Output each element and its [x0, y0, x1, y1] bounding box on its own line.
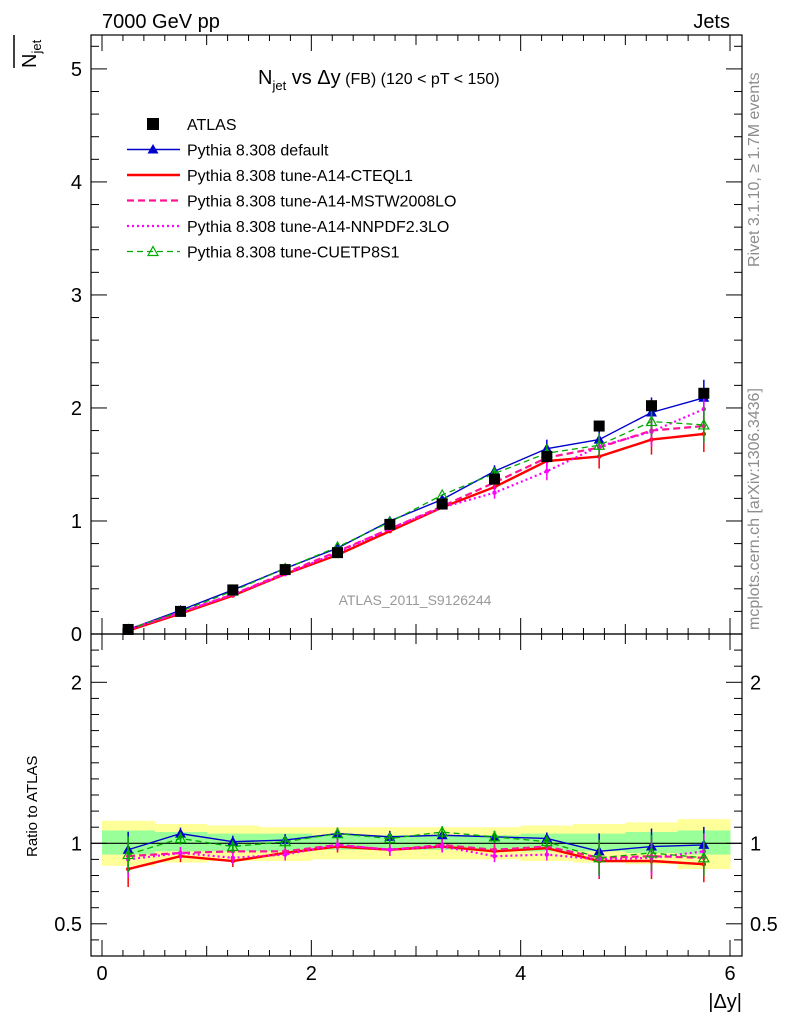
ratio-point-cuetp8s1 [540, 835, 553, 847]
legend-label: Pythia 8.308 tune-A14-CTEQL1 [187, 168, 413, 185]
data-point-atlas [227, 584, 239, 596]
x-tick-label: 6 [724, 963, 735, 985]
data-point-atlas [489, 473, 500, 485]
ratio-point-nnpdf [544, 852, 550, 857]
data-point-atlas [384, 518, 396, 530]
ratio-y-label: Ratio to ATLAS [24, 756, 41, 857]
ratio-point-nnpdf [492, 853, 497, 859]
ratio-y-tick-label-right: 0.5 [750, 914, 778, 936]
ratio-point-cuetp8s1 [122, 848, 135, 860]
ratio-point-nnpdf [387, 847, 393, 852]
main-y-label: Njet [19, 39, 44, 68]
data-point-atlas [332, 547, 343, 559]
ratio-point-cuetp8s1 [226, 840, 239, 852]
x-tick-label: 0 [96, 963, 107, 985]
ratio-panel: 0.5 0.5 1 1 2 2 0 2 4 6 [54, 633, 778, 985]
ratio-point-cuetp8s1 [331, 827, 344, 839]
data-point-atlas [175, 605, 186, 617]
y-tick-label: 3 [71, 285, 82, 307]
ratio-y-tick-label-right: 2 [750, 672, 761, 694]
legend-label: Pythia 8.308 tune-A14-NNPDF2.3LO [187, 219, 449, 236]
mcplots-label: mcplots.cern.ch [arXiv:1306.3436] [746, 388, 763, 630]
legend-label: Pythia 8.308 default [187, 143, 329, 160]
series-line-cuetp8s1 [127, 420, 704, 631]
data-point-cuetp8s1 [593, 439, 606, 450]
ratio-point-nnpdf [230, 855, 236, 860]
main-title: Njet vs Δy (FB) (120 < pT < 150) [258, 67, 500, 93]
ratio-point-cuetp8s1 [593, 851, 606, 863]
y-tick-label: 4 [71, 172, 82, 194]
x-axis-label: |Δy| [708, 991, 742, 1013]
ratio-point-cuetp8s1 [383, 832, 396, 844]
legend-label: Pythia 8.308 tune-A14-MSTW2008LO [187, 194, 456, 211]
ratio-point-cuetp8s1 [645, 846, 658, 858]
ratio-point-mstw [492, 847, 497, 852]
y-tick-label: 5 [71, 59, 82, 81]
y-tick-label: 0 [71, 624, 82, 646]
ratio-y-tick-label: 0.5 [54, 914, 82, 936]
data-point-nnpdf [544, 469, 550, 474]
data-point-atlas [279, 564, 291, 576]
ratio-point-nnpdf [335, 842, 340, 848]
data-point-nnpdf [492, 490, 497, 495]
header-right: Jets [693, 11, 730, 33]
header-left: 7000 GeV pp [102, 11, 220, 33]
data-point-atlas [698, 387, 710, 399]
watermark: ATLAS_2011_S9126244 [339, 592, 492, 608]
ratio-line-pythia_default [127, 832, 704, 853]
legend: ATLAS Pythia 8.308 default Pythia 8.308 tu… [127, 117, 456, 262]
y-tick-label: 2 [71, 398, 82, 420]
ratio-y-tick-label-right: 1 [750, 833, 761, 855]
series-line-nnpdf [127, 408, 705, 631]
x-tick-label: 2 [306, 963, 317, 985]
ratio-line-mstw [128, 843, 704, 859]
series-line-pythia_default [127, 397, 705, 631]
svg-text:Njet: Njet [19, 39, 44, 68]
data-point-atlas [593, 420, 605, 432]
ratio-point-nnpdf [282, 852, 288, 857]
data-point-cuetp8s1 [645, 415, 658, 427]
ratio-frame [90, 633, 743, 957]
ratio-point-cuetp8s1 [174, 832, 187, 844]
rivet-label: Rivet 3.1.10, ≥ 1.7M events [746, 72, 763, 267]
data-point-cuetp8s1 [697, 418, 710, 430]
legend-label: ATLAS [187, 117, 237, 134]
ratio-point-nnpdf [178, 850, 183, 856]
ratio-point-cuetp8s1 [697, 851, 710, 863]
ratio-y-tick-label: 2 [71, 672, 82, 694]
legend-label: Pythia 8.308 tune-CUETP8S1 [187, 245, 400, 262]
data-point-atlas [541, 451, 553, 463]
ratio-point-cuetp8s1 [279, 835, 292, 847]
ratio-y-label-group: Ratio to ATLAS [24, 756, 41, 857]
ratio-y-tick-label: 1 [71, 833, 82, 855]
ratio-point-cuetp8s1 [488, 830, 501, 842]
legend-marker-pythia_default [147, 144, 159, 154]
legend-marker-cuetp8s1 [146, 245, 160, 257]
data-point-atlas [646, 400, 657, 412]
ratio-line-nnpdf [128, 843, 704, 861]
x-tick-label: 4 [515, 963, 526, 985]
ratio-line-cuetp8s1 [127, 831, 704, 859]
ratio-point-cuetp8s1 [436, 825, 449, 837]
legend-marker-atlas [147, 118, 159, 130]
data-point-atlas [436, 498, 448, 510]
data-point-atlas [122, 623, 134, 635]
main-panel: 0 1 2 3 4 5 [71, 34, 743, 646]
ratio-point-nnpdf [439, 844, 445, 849]
y-tick-label: 1 [71, 511, 82, 533]
